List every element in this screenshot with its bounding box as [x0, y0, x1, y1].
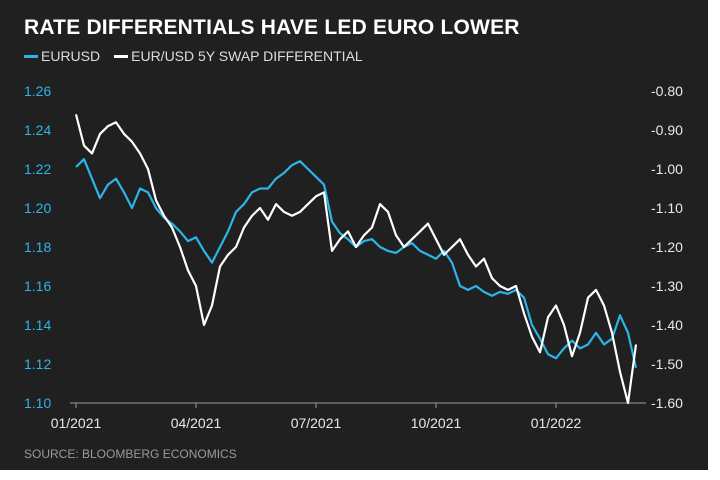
- left-axis-tick-label: 1.10: [24, 395, 51, 411]
- left-axis-tick-label: 1.18: [24, 239, 51, 255]
- left-axis-tick-label: 1.12: [24, 356, 51, 372]
- legend: EURUSD EUR/USD 5Y SWAP DIFFERENTIAL: [24, 48, 377, 64]
- x-axis-tick-label: 07/2021: [291, 415, 342, 431]
- left-axis-tick-label: 1.26: [24, 83, 51, 99]
- legend-label-eurusd: EURUSD: [41, 48, 101, 64]
- chart-card: [0, 0, 708, 470]
- x-axis-tick-label: 01/2021: [51, 415, 102, 431]
- legend-swatch-eurusd: [24, 54, 38, 58]
- x-axis-tick-label: 01/2022: [531, 415, 582, 431]
- legend-entry-eurusd: EURUSD: [24, 48, 100, 64]
- right-axis-tick-label: -0.80: [651, 83, 683, 99]
- chart-title: RATE DIFFERENTIALS HAVE LED EURO LOWER: [24, 16, 520, 39]
- right-axis-tick-label: -1.40: [651, 317, 683, 333]
- left-axis-tick-label: 1.24: [24, 122, 51, 138]
- left-axis-tick-label: 1.20: [24, 200, 51, 216]
- right-axis-tick-label: -1.00: [651, 161, 683, 177]
- left-axis-tick-label: 1.22: [24, 161, 51, 177]
- left-axis-tick-label: 1.14: [24, 317, 51, 333]
- right-axis-tick-label: -1.10: [651, 200, 683, 216]
- series-line-eurusd: [75, 158, 638, 369]
- line-chart: 1.26 1.24 1.22 1.20 1.18 1.16 1.14 1.12 1.10 -0.8…: [24, 83, 683, 431]
- right-axis-tick-label: -1.60: [651, 395, 683, 411]
- right-axis-tick-label: -1.50: [651, 356, 683, 372]
- left-axis-tick-label: 1.16: [24, 278, 51, 294]
- x-axis-tick-label: 10/2021: [411, 415, 462, 431]
- right-axis-tick-label: -1.30: [651, 278, 683, 294]
- right-axis-tick-label: -0.90: [651, 122, 683, 138]
- legend-swatch-swap: [114, 54, 129, 58]
- legend-entry-swap: EUR/USD 5Y SWAP DIFFERENTIAL: [114, 48, 363, 64]
- series-line-swap-differential: [74, 114, 638, 405]
- right-axis-tick-label: -1.20: [651, 239, 683, 255]
- source-note: SOURCE: BLOOMBERG ECONOMICS: [24, 447, 237, 461]
- x-axis-tick-label: 04/2021: [171, 415, 222, 431]
- legend-label-swap: EUR/USD 5Y SWAP DIFFERENTIAL: [131, 48, 363, 64]
